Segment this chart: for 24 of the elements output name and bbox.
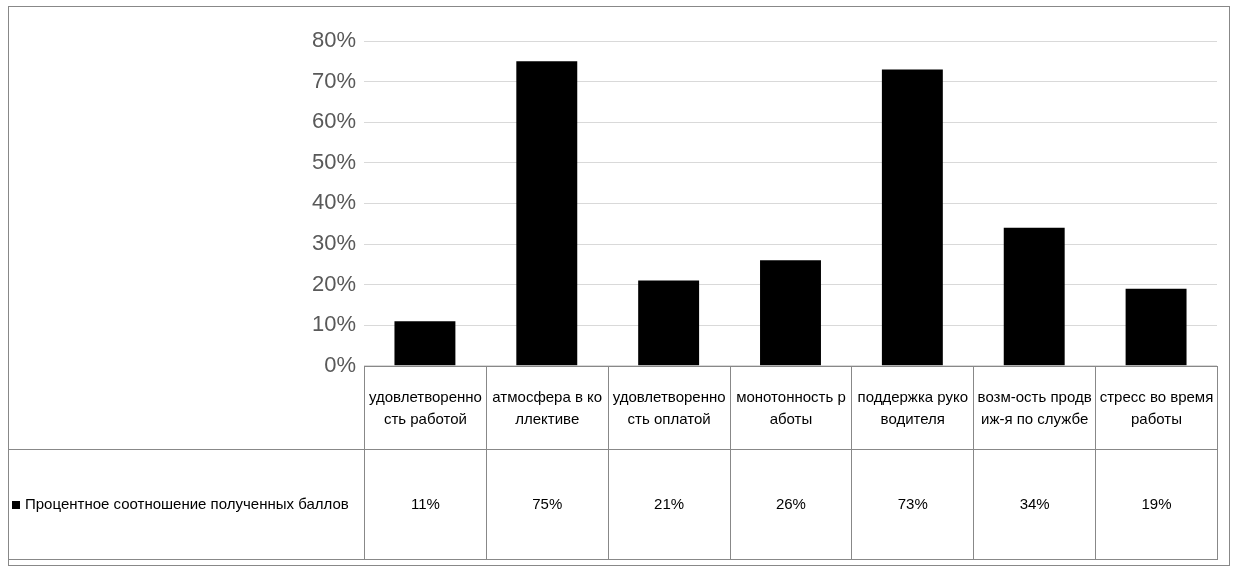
x-tick-label: поддержка руководителя bbox=[851, 366, 974, 450]
y-tick-label: 0% bbox=[324, 351, 356, 377]
y-tick-label: 20% bbox=[311, 270, 356, 296]
data-label: 75% bbox=[486, 449, 609, 560]
y-tick-label: 60% bbox=[311, 108, 356, 134]
y-tick-label: 10% bbox=[311, 311, 356, 337]
legend-label: Процентное соотношение полученных баллов bbox=[8, 449, 365, 560]
x-tick-label: удовлетворенность оплатой bbox=[608, 366, 731, 450]
data-label: 19% bbox=[1095, 449, 1218, 560]
x-tick-label: возм-ость продвиж-я по службе bbox=[973, 366, 1096, 450]
y-tick-label: 40% bbox=[311, 189, 356, 215]
data-label: 21% bbox=[608, 449, 731, 560]
data-label: 34% bbox=[973, 449, 1096, 560]
y-tick-label: 80% bbox=[311, 27, 356, 53]
y-tick-label: 70% bbox=[311, 67, 356, 93]
data-label: 26% bbox=[730, 449, 852, 560]
data-label: 73% bbox=[851, 449, 974, 560]
x-tick-label: стресс во время работы bbox=[1095, 366, 1218, 450]
x-tick-label: атмосфера в коллективе bbox=[486, 366, 609, 450]
y-tick-label: 50% bbox=[311, 148, 356, 174]
x-tick-label: удовлетворенность работой bbox=[364, 366, 487, 450]
data-label: 11% bbox=[364, 449, 487, 560]
x-tick-label: монотонность работы bbox=[730, 366, 852, 450]
y-tick-label: 30% bbox=[311, 230, 356, 256]
